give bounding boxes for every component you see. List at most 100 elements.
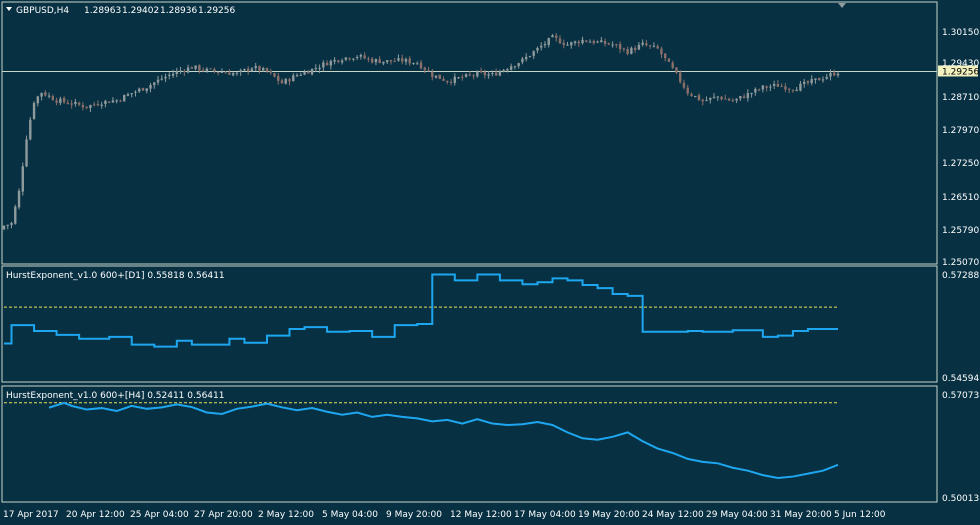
candle	[705, 96, 708, 102]
svg-text:1.29256: 1.29256	[942, 67, 979, 77]
candle	[547, 37, 550, 48]
ohlc-low: 1.28936	[160, 6, 197, 16]
candle	[468, 71, 472, 77]
candle	[352, 58, 355, 62]
candle	[742, 93, 746, 99]
candle	[198, 64, 201, 74]
hurst-h4-tick-min: 0.50013	[942, 494, 979, 504]
candle	[288, 77, 291, 86]
candle	[194, 65, 197, 71]
time-tick-label: 5 Jun 12:00	[834, 510, 886, 520]
candle	[32, 101, 36, 120]
price-axis: 1.30150 1.29430 1.28710 1.27970 1.27250 …	[942, 28, 979, 268]
symbol-menu-triangle-icon[interactable]	[6, 7, 12, 11]
hurst-d1-panel-frame[interactable]	[1, 265, 938, 383]
candle	[216, 71, 220, 76]
candle	[438, 74, 441, 80]
candle	[637, 41, 641, 51]
time-tick-label: 20 Apr 12:00	[66, 510, 125, 520]
candle	[292, 73, 295, 82]
candle	[416, 61, 419, 65]
candle	[588, 39, 592, 43]
candle	[720, 96, 723, 101]
candle	[724, 94, 727, 100]
candle	[258, 65, 261, 74]
candle	[164, 73, 167, 83]
candle	[836, 71, 840, 78]
candle	[791, 89, 795, 93]
candle	[577, 39, 580, 47]
hurst-h4-panel-frame[interactable]	[1, 385, 938, 503]
candle	[186, 64, 190, 74]
candle	[806, 80, 810, 86]
candle	[310, 68, 314, 76]
candle	[2, 225, 6, 231]
candle	[446, 80, 449, 85]
candle	[682, 79, 686, 90]
candle	[280, 78, 284, 84]
candle	[374, 58, 378, 66]
candle	[81, 102, 85, 111]
candle	[59, 96, 62, 106]
candle	[337, 59, 340, 64]
candlestick-series	[2, 32, 840, 231]
candle	[581, 36, 584, 45]
price-tick-label: 1.27970	[942, 126, 979, 136]
candle	[44, 90, 47, 97]
candle	[540, 42, 543, 51]
candle	[543, 41, 547, 49]
candle	[55, 97, 58, 106]
candle	[355, 55, 359, 61]
price-tick-label: 1.26510	[942, 193, 979, 203]
candle	[322, 60, 325, 72]
candle	[731, 98, 735, 103]
candle	[363, 52, 366, 60]
candle	[509, 63, 513, 71]
candle	[70, 99, 73, 109]
candle	[367, 56, 370, 63]
price-panel-frame[interactable]	[1, 1, 938, 265]
candle	[89, 104, 92, 113]
candle	[521, 56, 524, 65]
candle	[389, 59, 393, 65]
time-axis: 17 Apr 2017 20 Apr 12:00 25 Apr 04:00 27…	[3, 510, 886, 520]
candle	[423, 66, 426, 74]
candle	[329, 59, 333, 70]
candle	[611, 41, 614, 48]
candle	[111, 97, 115, 103]
price-tick-label: 1.25070	[942, 258, 979, 268]
candle	[25, 135, 28, 168]
candle	[220, 68, 224, 73]
candle	[690, 92, 693, 97]
candle	[231, 71, 235, 77]
candle	[667, 58, 671, 62]
candle	[250, 67, 254, 72]
candle	[652, 42, 656, 48]
candle	[243, 68, 246, 72]
candle	[17, 188, 21, 210]
candle	[825, 73, 828, 80]
candle	[246, 66, 250, 75]
candle	[224, 70, 227, 74]
candle	[378, 56, 381, 64]
candle	[201, 67, 205, 73]
candle	[325, 60, 329, 66]
candle	[528, 55, 532, 58]
candle	[77, 101, 81, 107]
candle	[513, 65, 517, 70]
time-tick-label: 29 May 04:00	[706, 510, 768, 520]
time-tick-label: 17 Apr 2017	[3, 510, 59, 520]
candle	[551, 34, 554, 38]
candle	[303, 69, 306, 76]
candle	[810, 75, 813, 86]
candle	[607, 42, 611, 46]
candle	[47, 92, 51, 99]
ohlc-high: 1.29402	[122, 6, 159, 16]
chart-shift-marker-icon[interactable]	[838, 3, 846, 8]
hurst-d1-series-line	[4, 273, 838, 348]
candle	[262, 66, 265, 72]
candle	[716, 96, 719, 101]
candle	[393, 57, 396, 63]
